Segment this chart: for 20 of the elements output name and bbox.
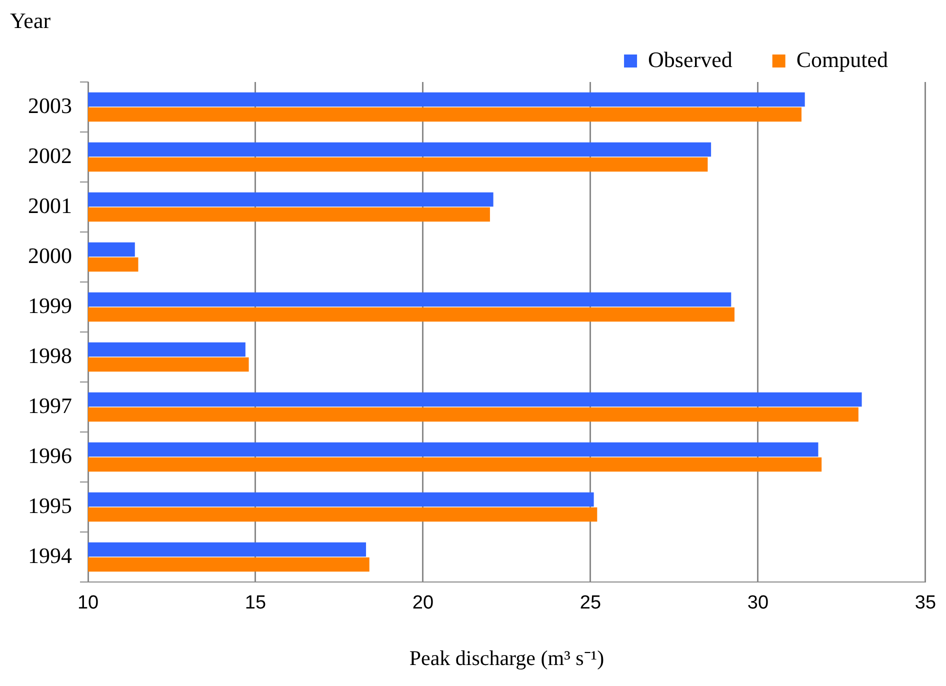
y-axis-title: Year xyxy=(10,8,51,34)
y-tick-label: 2000 xyxy=(28,242,72,268)
x-tick-label: 15 xyxy=(244,592,266,614)
y-tick-label: 2002 xyxy=(28,142,72,168)
y-tick-label: 2003 xyxy=(28,92,72,118)
legend-label: Observed xyxy=(648,46,732,72)
y-tick-label: 1999 xyxy=(28,292,72,318)
x-tick-label: 30 xyxy=(747,592,769,614)
x-tick-label: 20 xyxy=(412,592,434,614)
x-tick-label: 35 xyxy=(914,592,936,614)
y-tick-label: 1994 xyxy=(28,542,72,568)
y-tick-label: 2001 xyxy=(28,192,72,218)
legend-label: Computed xyxy=(796,46,888,72)
x-axis-title: Peak discharge (m³ s⁻¹) xyxy=(409,646,604,670)
x-tick-label: 25 xyxy=(580,592,602,614)
x-tick-label: 10 xyxy=(77,592,99,614)
y-tick-label: 1998 xyxy=(28,342,72,368)
y-tick-label: 1997 xyxy=(28,392,72,418)
y-tick-label: 1996 xyxy=(28,442,72,468)
y-tick-label: 1995 xyxy=(28,492,72,518)
